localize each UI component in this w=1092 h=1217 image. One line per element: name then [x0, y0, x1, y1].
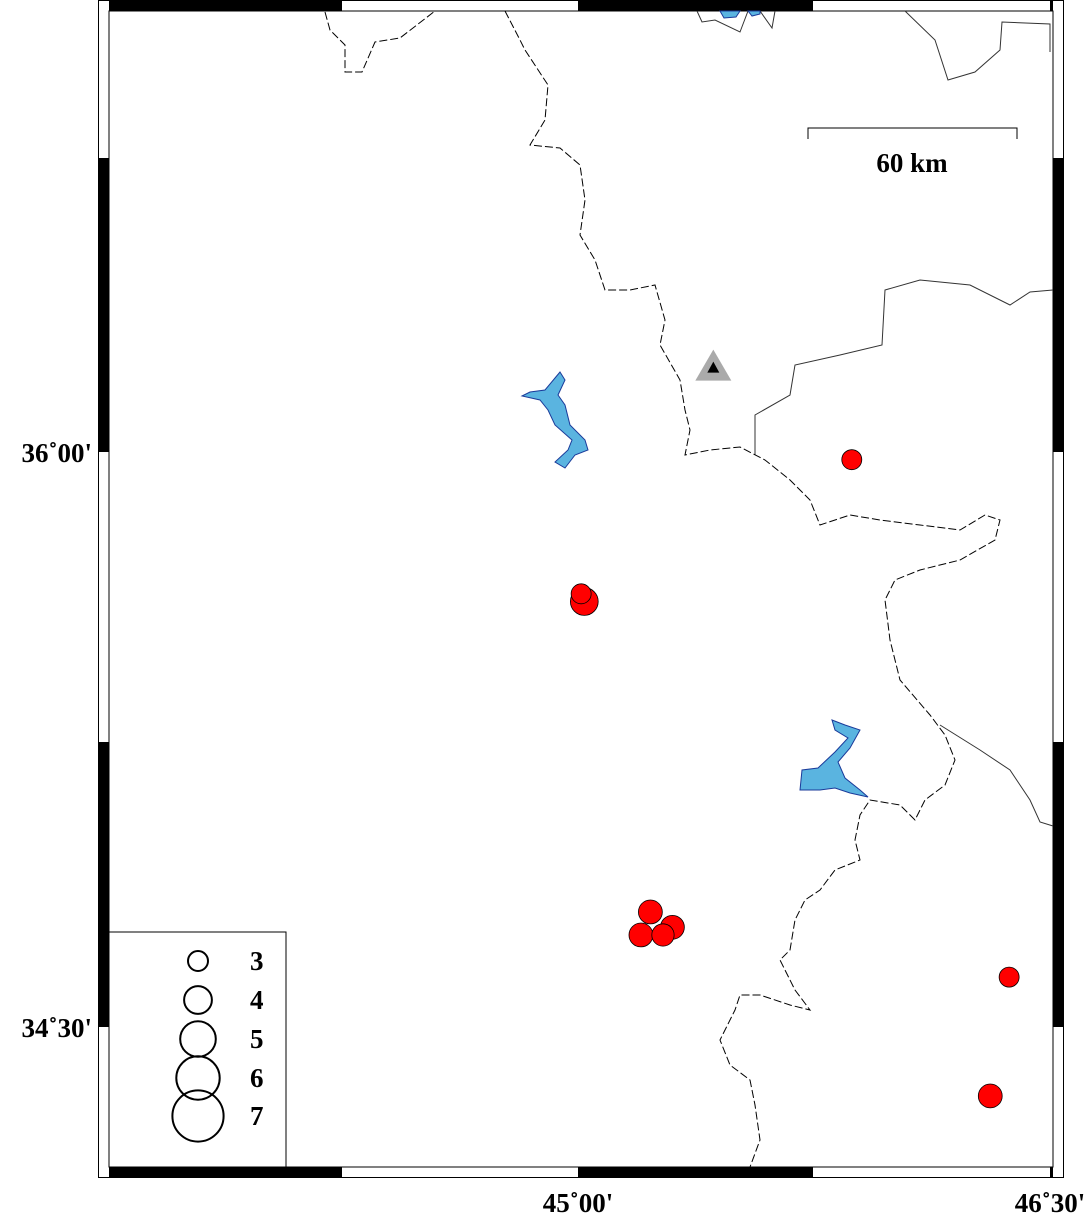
legend-label: 4	[250, 985, 264, 1015]
earthquake-event	[998, 966, 1020, 988]
internal-border	[939, 724, 1054, 827]
earthquake-event	[651, 923, 675, 947]
legend-circle	[187, 950, 209, 972]
station-triangle-inner-icon	[707, 361, 720, 373]
internal-border	[754, 279, 1054, 455]
events-layer	[569, 449, 1020, 1109]
map-frame-outer	[98, 0, 1064, 1178]
scale-bar-label: 60 km	[876, 148, 948, 178]
y-tick-label: 36˚00'	[22, 438, 93, 468]
legend-label: 7	[250, 1101, 264, 1131]
legend-circle	[175, 1055, 221, 1101]
international-border	[504, 10, 1001, 1168]
earthquake-event	[977, 1083, 1003, 1109]
x-tick-label: 46˚30'	[1015, 1188, 1086, 1217]
legend-label: 6	[250, 1063, 264, 1093]
lake	[520, 371, 589, 469]
magnitude-legend: 3 4 5 6 7	[108, 931, 287, 1168]
international-border	[324, 10, 436, 73]
legend-label: 3	[250, 946, 264, 976]
legend-label: 5	[250, 1024, 264, 1054]
frame-checker-left	[99, 158, 109, 1027]
internal-border	[696, 10, 776, 33]
legend-circle	[183, 985, 213, 1015]
earthquake-event	[841, 449, 863, 471]
lake	[799, 719, 869, 798]
x-tick-label: 45˚00'	[543, 1188, 614, 1217]
frame-checker-top	[109, 1, 1053, 11]
earthquake-event	[628, 922, 654, 948]
earthquake-event	[570, 583, 592, 605]
frame-checker-right	[1053, 158, 1063, 1027]
station-layer	[695, 349, 732, 381]
frame-checker-bottom	[109, 1167, 1053, 1177]
y-tick-label: 34˚30'	[22, 1013, 93, 1043]
internal-border	[904, 10, 1051, 81]
earthquake-event	[638, 899, 663, 925]
lake	[719, 10, 761, 19]
scale-bar: 60 km	[807, 127, 1018, 178]
legend-circle	[171, 1089, 225, 1143]
